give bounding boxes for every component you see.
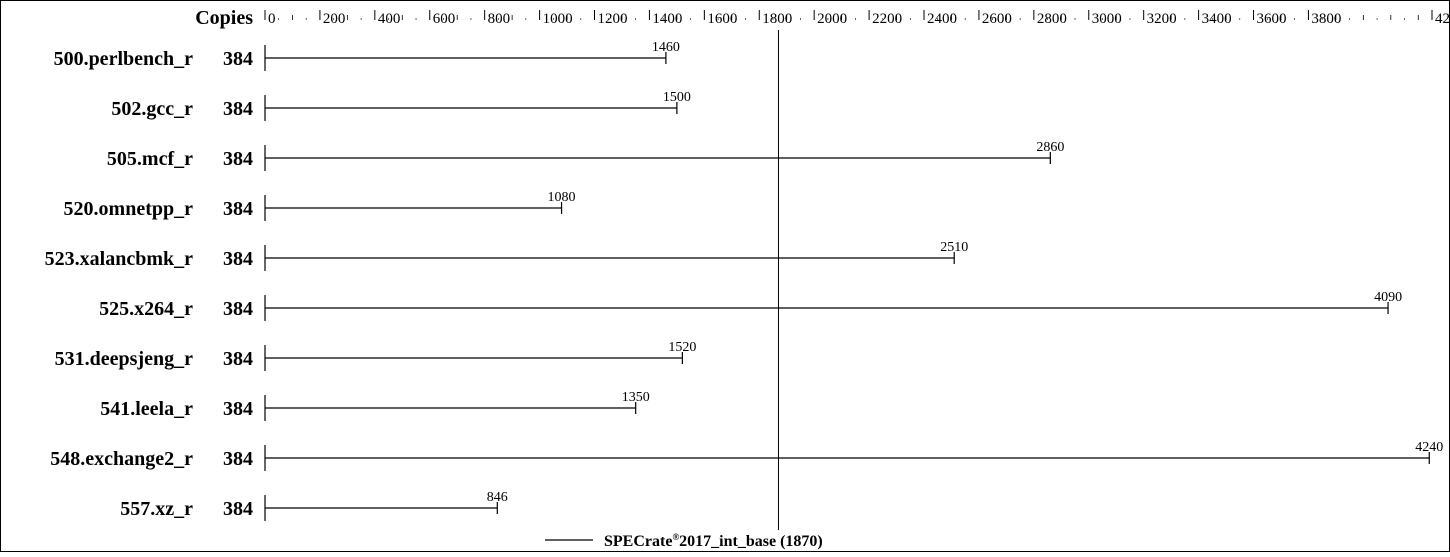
legend-label-prefix: SPECrate	[604, 533, 672, 550]
x-tick-label: 800	[488, 11, 511, 27]
bar-row: 531.deepsjeng_r 384 1520	[55, 340, 696, 371]
x-tick-label: 3800	[1311, 11, 1341, 27]
benchmark-name: 541.leela_r	[100, 398, 193, 420]
copies-value: 384	[223, 148, 253, 170]
x-tick-label: 0	[268, 11, 276, 27]
legend-label-mark: ®	[672, 532, 679, 542]
x-tick-label: 2400	[927, 11, 957, 27]
copies-header: Copies	[195, 7, 253, 29]
x-tick-label: 2600	[982, 11, 1012, 27]
bar-row: 548.exchange2_r 384 4240	[50, 440, 1443, 471]
x-tick-label: 3200	[1147, 11, 1177, 27]
bar-row: 557.xz_r 384 846	[120, 490, 508, 521]
benchmark-name: 557.xz_r	[120, 498, 193, 520]
x-tick-label: 2000	[817, 11, 847, 27]
bar-row: 520.omnetpp_r 384 1080	[64, 190, 576, 221]
bar-row: 502.gcc_r 384 1500	[111, 90, 691, 121]
bar-row: 505.mcf_r 384 2860	[107, 140, 1064, 171]
copies-value: 384	[223, 98, 253, 120]
bar-value-label: 1080	[548, 190, 576, 205]
copies-value: 384	[223, 448, 253, 470]
copies-value: 384	[223, 298, 253, 320]
x-tick-label: 1400	[652, 11, 682, 27]
bar-row: 525.x264_r 384 4090	[99, 290, 1402, 321]
benchmark-name: 502.gcc_r	[111, 98, 193, 120]
benchmark-name: 523.xalancbmk_r	[45, 248, 193, 270]
x-tick-label: 3600	[1257, 11, 1287, 27]
bar-value-label: 846	[487, 490, 508, 505]
x-tick-label: 400	[378, 11, 401, 27]
legend: SPECrate®2017_int_base (1870)	[545, 532, 823, 550]
bar-row: 523.xalancbmk_r 384 2510	[45, 240, 968, 271]
x-tick-label: 1000	[543, 11, 573, 27]
benchmark-name: 505.mcf_r	[107, 148, 193, 170]
legend-label-suffix: 2017_int_base (1870)	[679, 533, 823, 550]
bar-value-label: 4090	[1374, 290, 1402, 305]
x-tick-label: 600	[433, 11, 456, 27]
copies-value: 384	[223, 348, 253, 370]
benchmark-name: 520.omnetpp_r	[64, 198, 194, 220]
bar-value-label: 4240	[1415, 440, 1443, 455]
bar-value-label: 1460	[652, 40, 680, 55]
legend-label: SPECrate®2017_int_base (1870)	[604, 532, 823, 550]
x-tick-label: 2800	[1037, 11, 1067, 27]
bar-value-label: 1520	[668, 340, 696, 355]
x-tick-label: 2200	[872, 11, 902, 27]
benchmark-name: 525.x264_r	[99, 298, 193, 320]
x-tick-label: 200	[323, 11, 346, 27]
benchmark-name: 500.perlbench_r	[54, 48, 194, 70]
bar-value-label: 2510	[940, 240, 968, 255]
benchmark-name: 531.deepsjeng_r	[55, 348, 193, 370]
benchmark-name: 548.exchange2_r	[50, 448, 193, 470]
bar-row: 500.perlbench_r 384 1460	[54, 40, 680, 71]
x-tick-label: 3000	[1092, 11, 1122, 27]
x-tick-label: 3400	[1202, 11, 1232, 27]
x-tick-label: 1600	[707, 11, 737, 27]
bar-value-label: 1500	[663, 90, 691, 105]
bar-row: 541.leela_r 384 1350	[100, 390, 650, 421]
x-tick-label: 1200	[598, 11, 628, 27]
copies-value: 384	[223, 248, 253, 270]
copies-value: 384	[223, 198, 253, 220]
x-axis: 0 200 400 600 800 1000 1200 1400 1600 1800 2000 220…	[264, 10, 1450, 27]
bar-value-label: 1350	[622, 390, 650, 405]
copies-value: 384	[223, 48, 253, 70]
copies-value: 384	[223, 398, 253, 420]
copies-value: 384	[223, 498, 253, 520]
x-tick-label: 1800	[762, 11, 792, 27]
bar-value-label: 2860	[1036, 140, 1064, 155]
